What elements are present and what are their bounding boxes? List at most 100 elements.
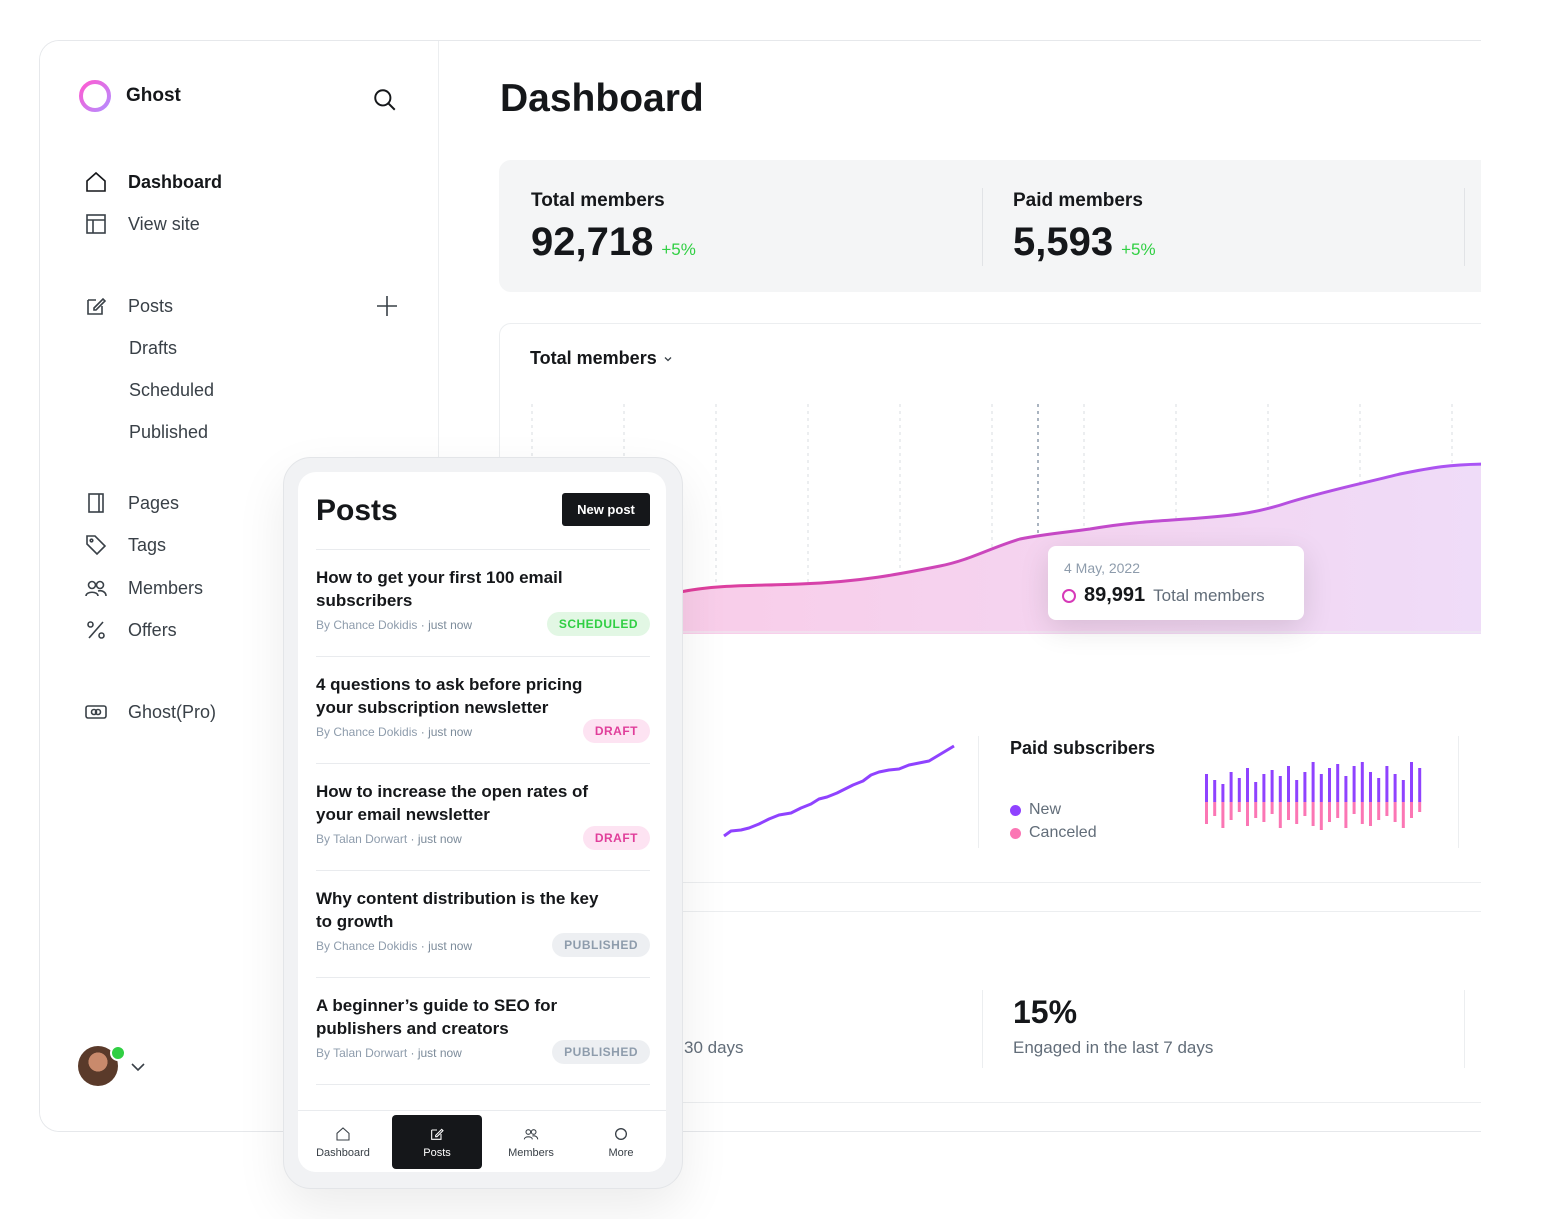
layout-icon: [86, 214, 106, 234]
engagement-value: 15%: [1013, 994, 1078, 1030]
canceled-subscribers-bar: [1336, 802, 1340, 818]
new-subscribers-bar: [1237, 778, 1241, 802]
new-subscribers-bar: [1262, 774, 1266, 802]
mobile-device: Posts New post How to get your first 100…: [283, 457, 683, 1189]
status-badge: DRAFT: [582, 826, 650, 850]
sidebar-subitem-published[interactable]: Published: [129, 422, 209, 442]
sidebar-item-view-site[interactable]: View site: [84, 212, 200, 236]
members-chart-card: Total members: [499, 323, 1481, 883]
post-list-item[interactable]: How to get your first 100 email subscrib…: [316, 549, 650, 656]
post-meta: By Chance Dokidis · just now: [316, 725, 472, 739]
app-window: Ghost Dashboard View site Posts Drafts S…: [39, 40, 1481, 1132]
chevron-down-icon[interactable]: [130, 1059, 146, 1075]
post-title: How to increase the open rates of your e…: [316, 782, 589, 824]
divider: [982, 188, 983, 266]
tab-label: Dashboard: [316, 1146, 370, 1159]
tooltip-value: 89,991: [1084, 584, 1146, 606]
search-icon[interactable]: [372, 87, 398, 113]
new-subscribers-bar: [1328, 768, 1331, 802]
post-author: By Talan Dorwart: [316, 1046, 408, 1060]
canceled-subscribers-bar: [1295, 802, 1299, 824]
members-icon: [85, 580, 107, 597]
brand-name: Ghost: [126, 85, 181, 106]
canceled-subscribers-bar: [1393, 802, 1397, 822]
tab-posts[interactable]: Posts: [392, 1115, 482, 1169]
sidebar-item-dashboard[interactable]: Dashboard: [84, 170, 222, 194]
divider: [978, 736, 979, 848]
sidebar-item-pages[interactable]: Pages: [84, 491, 179, 515]
mini-trend-chart[interactable]: [719, 741, 959, 841]
ghost-logo-icon: [79, 80, 111, 112]
post-list-item[interactable]: Why content distribution is the key to g…: [316, 870, 650, 977]
sidebar-subitem-drafts[interactable]: Drafts: [129, 338, 178, 358]
sidebar-item-label: Offers: [128, 619, 177, 640]
post-meta: By Talan Dorwart · just now: [316, 832, 462, 846]
ghost-pro-icon: [85, 705, 107, 719]
online-status-indicator: [110, 1045, 126, 1061]
canceled-subscribers-bar: [1278, 802, 1282, 828]
canceled-subscribers-bar: [1377, 802, 1381, 820]
stat-label: Paid members: [1013, 190, 1143, 211]
legend-dot: [1010, 827, 1021, 839]
sidebar-item-offers[interactable]: Offers: [84, 618, 177, 642]
new-subscribers-bar: [1311, 762, 1315, 802]
chart-title: Total members: [530, 348, 657, 368]
canceled-subscribers-bar: [1418, 802, 1422, 812]
new-subscribers-bar: [1344, 776, 1348, 802]
chevron-down-icon: [664, 356, 672, 361]
divider: [1458, 736, 1459, 848]
new-subscribers-bar: [1254, 782, 1258, 802]
post-title: Why content distribution is the key to g…: [316, 889, 599, 931]
new-subscribers-bar: [1401, 780, 1405, 802]
post-time: · just now: [420, 725, 473, 739]
post-meta: By Chance Dokidis · just now: [316, 939, 472, 953]
legend-label: Canceled: [1029, 824, 1097, 841]
stat-number: 5,593: [1013, 220, 1114, 264]
sidebar-item-posts[interactable]: Posts: [84, 294, 173, 318]
new-subscribers-bar: [1385, 766, 1389, 802]
post-author: By Chance Dokidis: [316, 618, 418, 632]
canceled-subscribers-bar: [1237, 802, 1241, 812]
post-list-item[interactable]: A beginner’s guide to SEO for publishers…: [316, 977, 650, 1084]
new-subscribers-bar: [1303, 772, 1307, 802]
tab-label: Members: [508, 1146, 554, 1159]
plus-icon[interactable]: [375, 294, 399, 318]
canceled-subscribers-bar: [1221, 802, 1225, 828]
sidebar-item-tags[interactable]: Tags: [84, 533, 166, 557]
brand[interactable]: Ghost: [78, 79, 181, 113]
new-subscribers-bar: [1410, 762, 1413, 802]
tab-dashboard[interactable]: Dashboard: [298, 1111, 388, 1172]
tag-icon: [86, 535, 107, 556]
post-list-item[interactable]: 4 questions to ask before pricing your s…: [316, 656, 650, 763]
canceled-subscribers-bar: [1328, 802, 1331, 822]
sidebar-item-ghost-pro[interactable]: Ghost(Pro): [84, 700, 216, 724]
post-title: A beginner’s guide to SEO for publishers…: [316, 996, 558, 1038]
new-subscribers-bar: [1205, 774, 1208, 802]
post-title: 4 questions to ask before pricing your s…: [316, 675, 583, 717]
members-icon: [523, 1128, 539, 1139]
tab-more[interactable]: More: [576, 1111, 666, 1172]
stat-delta: +5%: [1121, 240, 1156, 259]
new-subscribers-bar: [1278, 776, 1282, 802]
mobile-tab-bar: Dashboard Posts Members More: [298, 1110, 666, 1172]
chart-tooltip: 4 May, 2022 89,991 Total members: [1048, 546, 1304, 620]
post-time: · just now: [410, 832, 462, 846]
sidebar-item-label: Posts: [128, 295, 174, 316]
new-post-button[interactable]: New post: [562, 493, 650, 526]
tab-members[interactable]: Members: [486, 1111, 576, 1172]
stat-delta: +5%: [661, 240, 696, 259]
edit-icon: [431, 1128, 444, 1140]
post-author: By Chance Dokidis: [316, 725, 418, 739]
canceled-subscribers-bar: [1369, 802, 1372, 826]
post-list-item[interactable]: How to increase the open rates of your e…: [316, 763, 650, 870]
new-subscribers-bar: [1369, 772, 1372, 802]
canceled-subscribers-bar: [1311, 802, 1315, 826]
page-title: Dashboard: [500, 77, 704, 120]
sidebar-subitem-scheduled[interactable]: Scheduled: [129, 380, 215, 400]
sidebar-item-members[interactable]: Members: [84, 576, 203, 600]
paid-subscribers-bar-chart[interactable]: [1199, 756, 1439, 856]
legend-dot: [1010, 804, 1021, 816]
status-badge: DRAFT: [582, 719, 650, 743]
chart-metric-selector[interactable]: Total members: [530, 348, 673, 369]
stat-value: 92,718 +5%: [531, 220, 696, 265]
